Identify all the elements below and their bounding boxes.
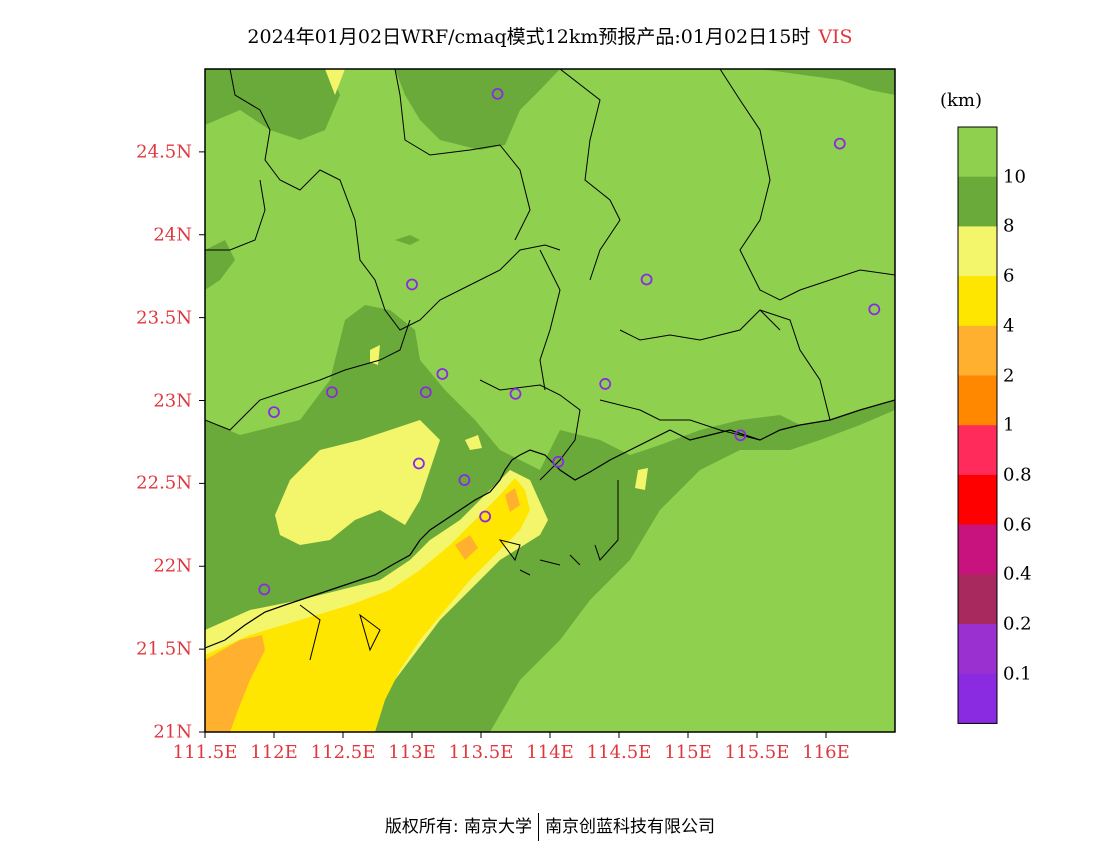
colorbar-segment [958,127,997,178]
colorbar-label: 0.6 [1003,514,1032,536]
lat-tick-label: 22N [153,555,192,577]
copyright-left: 版权所有: 南京大学 [384,817,533,837]
station-marker [412,457,425,470]
axis-ticks [199,151,827,738]
colorbar-segment [958,524,997,575]
station-marker [326,386,338,399]
station-marker [734,429,747,442]
station-markers [258,87,881,596]
colorbar-label: 1 [1003,414,1015,436]
field-layer [205,69,895,732]
lon-tick-label: 116E [802,742,850,763]
station-marker [406,278,418,291]
lon-tick-label: 112E [250,742,298,763]
colorbar-label: 6 [1003,265,1015,287]
colorbar-segment [958,673,997,724]
station-marker [552,455,565,468]
colorbar-segment [958,574,997,625]
admin-boundaries [205,69,895,481]
colorbar-label: 2 [1003,365,1015,386]
station-marker [258,583,271,596]
colorbar-segment [958,176,997,227]
vis-4to6-zones [205,478,530,732]
lon-tick-label: 115.5E [724,742,790,763]
lat-tick-label: 22.5N [136,472,192,494]
footer-divider [538,813,540,841]
lat-tick-label: 21N [153,721,192,743]
copyright-right: 南京创蓝科技有限公司 [545,817,716,837]
lat-tick-label: 24.5N [136,141,192,163]
station-marker [436,368,449,380]
colorbar-label: 0.2 [1003,613,1032,635]
lat-tick-label: 21.5N [136,638,192,660]
colorbar-frame [957,126,998,724]
colorbar-label: 0.8 [1003,464,1032,486]
station-marker [458,474,471,486]
station-marker [509,387,522,400]
colorbar-label: 10 [1003,166,1026,188]
station-marker [419,386,432,399]
colorbar-label: 0.1 [1003,663,1032,685]
station-marker [599,378,612,390]
station-marker [868,303,881,316]
islands [299,480,619,661]
station-marker [268,406,280,419]
variable-label: VIS [818,26,853,48]
lon-tick-label: 114E [526,742,574,763]
lon-tick-label: 112.5E [310,742,376,763]
map-title: 2024年01月02日WRF/cmaq模式12km预报产品:01月02日15时 V… [0,22,1100,49]
lat-tick-label: 23N [153,390,192,411]
colorbar-segment [958,276,997,327]
station-marker [833,137,846,150]
colorbar-segment [958,325,997,376]
lon-tick-label: 111.5E [172,742,238,763]
colorbar-segment [958,375,997,426]
colorbar-segment [958,226,997,277]
colorbar-label: 4 [1003,315,1015,337]
colorbar-segment [958,624,997,675]
station-marker [491,87,504,100]
vis-2to4-zones [205,488,520,732]
lon-tick-label: 115E [664,742,712,763]
colorbar-label: 0.4 [1003,563,1032,585]
lat-tick-label: 24N [153,224,192,246]
colorbar-segment [958,425,997,476]
copyright-footer: 版权所有: 南京大学 南京创蓝科技有限公司 [0,812,1100,841]
station-marker [640,273,653,286]
lon-tick-label: 113E [388,742,436,763]
lat-tick-label: 23.5N [136,307,192,329]
colorbar [957,126,998,724]
coastline [205,399,895,649]
title-text: 2024年01月02日WRF/cmaq模式12km预报产品:01月02日15时 [247,26,811,48]
station-marker [479,510,492,523]
colorbar-label: 8 [1003,215,1015,237]
colorbar-unit: (km) [940,90,983,111]
colorbar-segment [958,474,997,526]
lon-tick-label: 114.5E [586,742,652,763]
lon-tick-label: 113.5E [448,742,514,763]
